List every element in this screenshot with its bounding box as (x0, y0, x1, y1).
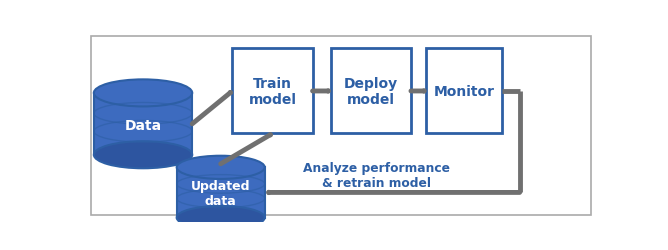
Ellipse shape (176, 156, 265, 179)
Ellipse shape (176, 206, 265, 229)
FancyArrowPatch shape (220, 135, 271, 164)
FancyBboxPatch shape (92, 37, 591, 215)
Text: Deploy
model: Deploy model (344, 76, 398, 107)
Bar (176, 168, 265, 218)
Text: Data: Data (124, 118, 162, 132)
FancyArrowPatch shape (192, 93, 230, 124)
Text: Train
model: Train model (248, 76, 297, 107)
Text: Monitor: Monitor (434, 85, 494, 98)
Text: Analyze performance
& retrain model: Analyze performance & retrain model (303, 162, 450, 189)
FancyArrowPatch shape (269, 192, 520, 193)
Ellipse shape (94, 80, 192, 107)
Bar (94, 94, 192, 155)
FancyBboxPatch shape (331, 49, 411, 134)
Ellipse shape (94, 142, 192, 169)
FancyArrowPatch shape (411, 91, 424, 92)
FancyBboxPatch shape (232, 49, 313, 134)
FancyArrowPatch shape (313, 91, 328, 92)
Text: Updated
data: Updated data (191, 180, 250, 208)
FancyBboxPatch shape (426, 49, 502, 134)
